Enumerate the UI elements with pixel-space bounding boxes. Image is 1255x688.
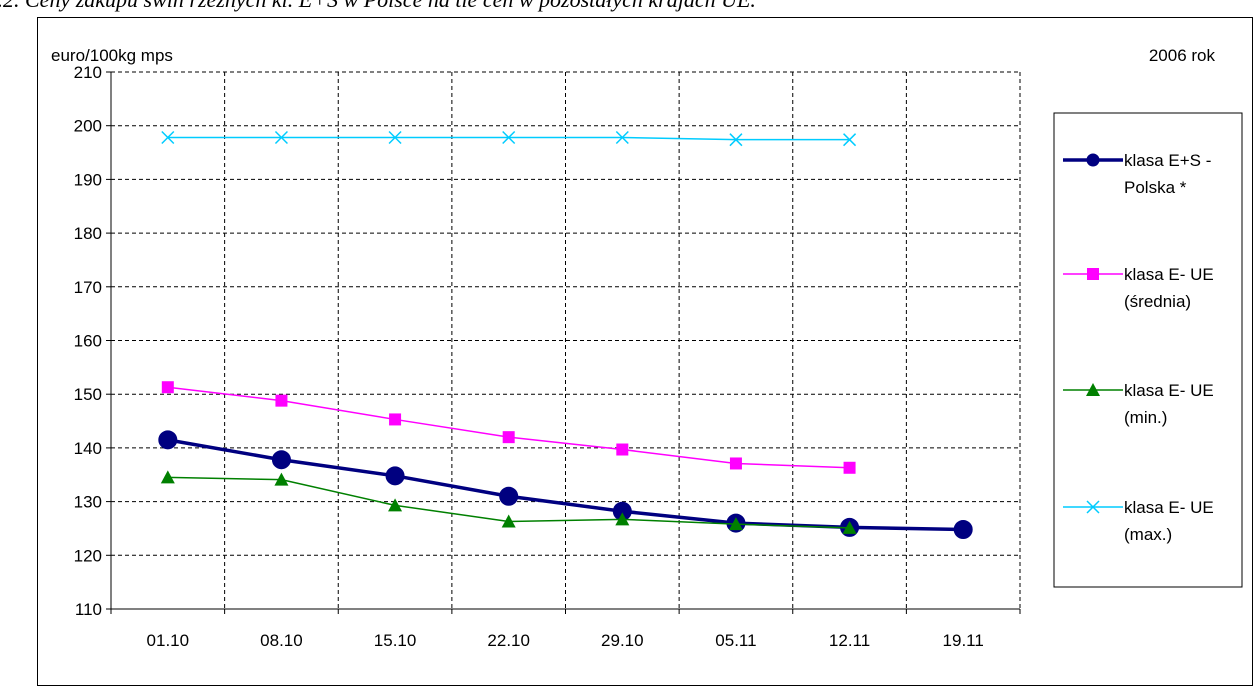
data-point xyxy=(615,512,630,526)
data-point-stroke xyxy=(1086,500,1100,514)
data-point-stroke xyxy=(843,133,857,147)
series-line xyxy=(167,386,850,469)
data-point xyxy=(271,450,291,470)
data-point-stroke xyxy=(274,130,288,145)
legend-label: (min.) xyxy=(1124,408,1167,427)
data-point xyxy=(729,133,743,147)
year-note: 2006 rok xyxy=(1149,46,1216,65)
data-point xyxy=(843,461,856,474)
legend-entry: klasa E+S - Polska * xyxy=(1063,151,1211,197)
y-tick-label: 170 xyxy=(74,278,102,297)
data-point xyxy=(1086,153,1100,167)
x-tick-label: 01.10 xyxy=(147,631,190,650)
data-point xyxy=(274,130,288,145)
y-tick-label: 120 xyxy=(74,546,102,565)
y-axis-label: euro/100kg mps xyxy=(51,46,173,65)
data-point xyxy=(501,514,516,528)
x-tick-label: 08.10 xyxy=(260,631,303,650)
data-point xyxy=(388,498,403,512)
text-layer: euro/100kg mps 2006 rok 110 120 130 140 150 1… xyxy=(51,46,1215,650)
data-point xyxy=(616,443,629,456)
legend-label: Polska * xyxy=(1124,178,1187,197)
x-tick-label: 22.10 xyxy=(487,631,530,650)
legend-box xyxy=(1053,112,1243,588)
legend-label: klasa E- UE xyxy=(1124,498,1214,517)
legend-label: klasa E- UE xyxy=(1124,265,1214,284)
data-point xyxy=(1086,500,1100,514)
data-point xyxy=(160,470,175,484)
legend-entry: klasa E- UE (min.) xyxy=(1063,381,1214,427)
x-tick-label: 05.11 xyxy=(715,631,756,650)
y-tick-label: 210 xyxy=(74,63,102,82)
data-point xyxy=(728,517,743,531)
x-tick-label: 19.11 xyxy=(943,631,984,650)
x-tick-label: 29.10 xyxy=(601,631,644,650)
grid-layer xyxy=(111,71,1021,609)
y-tick-label: 160 xyxy=(74,332,102,351)
series-1 xyxy=(161,381,856,474)
legend: klasa E+S -Polska *klasa E- UE(średnia)k… xyxy=(1053,112,1243,588)
figure-caption: ..2. Ceny zakupu świń rzeźnych kl. E+S w… xyxy=(0,0,1255,13)
series-layer xyxy=(158,130,973,540)
y-tick-label: 130 xyxy=(74,493,102,512)
x-tick-label: 15.10 xyxy=(374,631,417,650)
series-2 xyxy=(160,470,857,534)
y-tick-label: 150 xyxy=(74,385,102,404)
data-point xyxy=(499,486,519,506)
data-point xyxy=(161,381,174,394)
y-tick-label: 190 xyxy=(74,170,102,189)
data-point xyxy=(842,520,857,534)
data-point xyxy=(275,394,288,407)
data-point-stroke xyxy=(161,130,175,145)
data-point xyxy=(385,466,405,486)
data-point xyxy=(1086,383,1100,396)
y-tick-label: 200 xyxy=(74,117,102,136)
data-point xyxy=(274,472,289,486)
data-point xyxy=(389,413,402,426)
data-point xyxy=(388,130,402,145)
data-point-stroke xyxy=(388,130,402,145)
axis-layer xyxy=(106,71,1021,614)
legend-label: klasa E- UE xyxy=(1124,381,1214,400)
series-3 xyxy=(161,130,857,147)
data-point-stroke xyxy=(502,130,516,145)
y-tick-label: 180 xyxy=(74,224,102,243)
data-point xyxy=(729,457,742,470)
data-point-stroke xyxy=(729,133,743,147)
data-point xyxy=(502,130,516,145)
legend-label: (średnia) xyxy=(1124,292,1191,311)
y-tick-label: 140 xyxy=(74,439,102,458)
x-tick-label: 12.11 xyxy=(829,631,870,650)
data-point xyxy=(158,430,178,450)
data-point xyxy=(615,130,629,145)
chart-frame xyxy=(37,17,1253,686)
legend-entry: klasa E- UE (średnia) xyxy=(1063,265,1214,311)
legend-label: (max.) xyxy=(1124,525,1172,544)
data-point xyxy=(161,130,175,145)
data-point-stroke xyxy=(615,130,629,145)
data-point xyxy=(1087,268,1099,280)
legend-entry: klasa E- UE (max.) xyxy=(1063,498,1214,544)
data-point xyxy=(953,520,973,540)
legend-label: klasa E+S - xyxy=(1124,151,1211,170)
data-point xyxy=(502,431,515,444)
y-tick-label: 110 xyxy=(75,600,102,619)
data-point xyxy=(843,133,857,147)
